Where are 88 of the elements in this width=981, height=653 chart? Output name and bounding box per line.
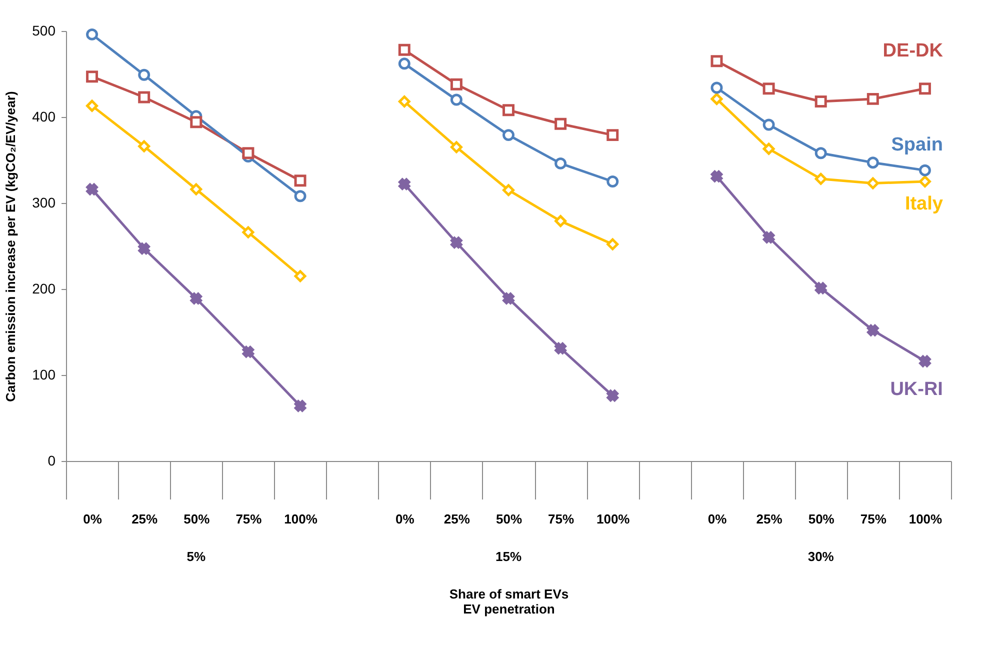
- point: [814, 147, 827, 160]
- x-tick-label: 0%: [395, 512, 415, 526]
- point: [554, 157, 567, 170]
- point: [710, 82, 723, 94]
- x-tick-label: 100%: [908, 512, 943, 526]
- point: [918, 164, 931, 176]
- point: [294, 174, 306, 187]
- y-tick-label: 500: [32, 22, 56, 38]
- point: [866, 92, 879, 105]
- y-tick-label: 200: [32, 280, 56, 296]
- point: [86, 100, 98, 112]
- text: 30%: [808, 549, 834, 564]
- x-tick-label: 25%: [756, 512, 783, 526]
- point: [866, 177, 879, 190]
- point: [710, 170, 723, 182]
- x-tick-label: 50%: [184, 512, 210, 526]
- point: [138, 91, 150, 104]
- point: [450, 78, 462, 90]
- point: [502, 129, 514, 142]
- text: 15%: [495, 549, 522, 564]
- point: [606, 238, 619, 250]
- point: [710, 55, 723, 68]
- point: [918, 176, 931, 188]
- point: [762, 82, 775, 95]
- x-tick-label: 50%: [496, 512, 522, 526]
- point: [190, 183, 202, 196]
- point: [919, 355, 931, 368]
- point: [138, 68, 150, 81]
- x-tick-label: 25%: [444, 512, 470, 526]
- point: [918, 82, 931, 95]
- point: [762, 231, 775, 244]
- point: [606, 129, 619, 142]
- point: [398, 58, 410, 70]
- point: [762, 142, 775, 155]
- point: [190, 116, 202, 128]
- point: [398, 96, 410, 108]
- point: [138, 140, 150, 152]
- x-tick-label: 100%: [284, 512, 318, 526]
- point: [762, 118, 775, 131]
- point: [86, 28, 98, 40]
- point: [242, 147, 254, 160]
- y-axis-title: Carbon emission increase per EV (kgCO₂/EV/year): [3, 91, 18, 402]
- point: [450, 94, 462, 106]
- point: [398, 44, 410, 56]
- point: [502, 104, 514, 116]
- point: [554, 215, 567, 228]
- point: [86, 183, 98, 196]
- point: [814, 282, 827, 294]
- series-label: Spain: [891, 134, 943, 156]
- point: [502, 184, 514, 196]
- x-tick-label: 75%: [236, 512, 262, 526]
- point: [190, 292, 202, 304]
- point: [450, 141, 462, 154]
- point: [866, 324, 879, 336]
- point: [554, 342, 567, 354]
- point: [450, 236, 462, 249]
- series-label: DE-DK: [882, 40, 944, 62]
- series-label: UK-RI: [890, 379, 943, 400]
- series-label: Italy: [904, 194, 944, 214]
- point: [710, 92, 723, 105]
- point: [294, 400, 306, 412]
- y-tick-label: 100: [32, 366, 56, 382]
- point: [294, 270, 306, 282]
- point: [398, 178, 410, 190]
- y-tick-label: 300: [32, 194, 56, 210]
- point: [814, 172, 827, 185]
- point: [294, 190, 306, 202]
- point: [242, 346, 254, 358]
- x-tick-label: 0%: [708, 512, 728, 526]
- text: 5%: [186, 549, 206, 564]
- x-tick-label: 75%: [860, 512, 887, 526]
- point: [814, 96, 827, 108]
- point: [242, 226, 254, 238]
- point: [606, 176, 619, 188]
- x-tick-label: 25%: [132, 512, 158, 526]
- x-tick-label: 0%: [83, 512, 102, 526]
- x-tick-label: 75%: [548, 512, 575, 526]
- y-tick-label: 0: [48, 452, 56, 468]
- point: [138, 242, 150, 255]
- point: [866, 156, 879, 169]
- x-tick-label: 100%: [596, 512, 630, 526]
- y-tick-label: 400: [32, 108, 56, 124]
- x-tick-label: 50%: [808, 512, 835, 526]
- point: [554, 118, 567, 130]
- point: [86, 70, 98, 83]
- point: [606, 390, 619, 402]
- point: [502, 292, 514, 304]
- x-axis-title: Share of smart EVs EV penetration: [449, 586, 569, 616]
